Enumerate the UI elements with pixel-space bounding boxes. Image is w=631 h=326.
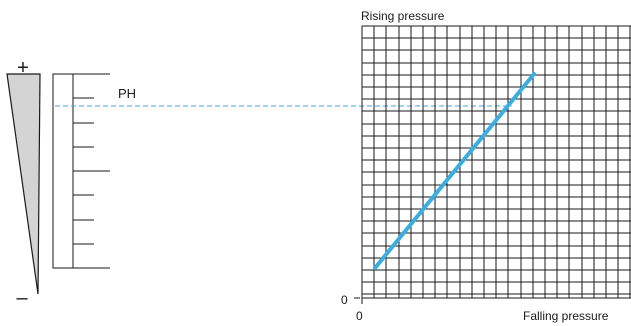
pressure-wedge: + –: [6, 57, 41, 309]
pressure-scale: [52, 73, 110, 269]
y-axis-label: Rising pressure: [361, 9, 445, 23]
wedge-shape: [6, 73, 41, 295]
ph-marker-label: PH: [118, 86, 136, 101]
x-axis-label: Falling pressure: [523, 309, 609, 323]
pressure-line: [373, 72, 536, 270]
graph-grid: [361, 25, 631, 299]
y-origin-label: 0: [341, 293, 348, 307]
scale-bar: [52, 73, 74, 269]
wedge-plus-symbol: +: [17, 57, 29, 79]
wedge-minus-symbol: –: [16, 287, 28, 309]
x-origin-label: 0: [356, 309, 363, 323]
graph-axes: [354, 297, 363, 304]
